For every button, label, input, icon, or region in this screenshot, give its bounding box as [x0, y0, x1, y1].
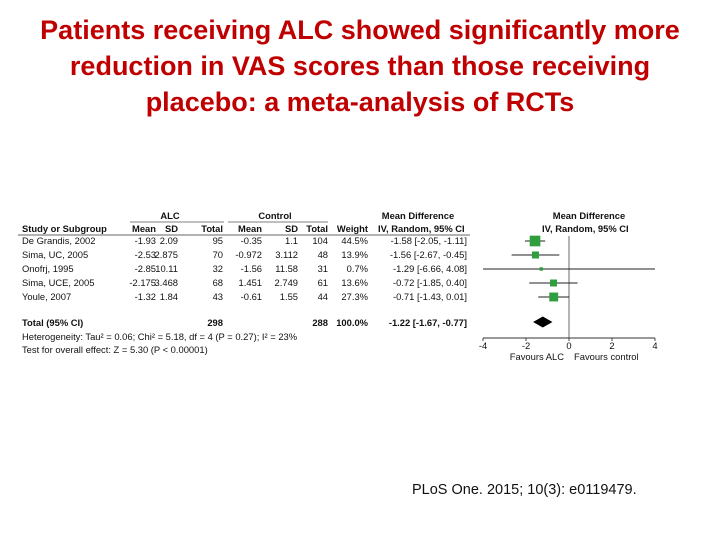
- study-value: -0.35: [241, 235, 262, 246]
- study-name: De Grandis, 2002: [22, 235, 95, 246]
- header-mean-difference: Mean Difference: [382, 210, 454, 221]
- study-weight: 0.7%: [347, 263, 368, 274]
- study-value: 1.84: [160, 291, 178, 302]
- x-tick-label: 0: [566, 340, 571, 351]
- study-value: 10.11: [155, 263, 178, 274]
- study-value: 11.58: [275, 263, 298, 274]
- study-value: -1.93: [135, 235, 156, 246]
- study-weight: 27.3%: [341, 291, 368, 302]
- total-alc: 298: [207, 317, 223, 328]
- study-value: 104: [312, 235, 328, 246]
- study-square: [529, 235, 541, 247]
- study-value: 2.875: [155, 249, 178, 260]
- colhead-ci: IV, Random, 95% CI: [378, 223, 465, 234]
- study-value: -0.972: [235, 249, 262, 260]
- colhead-2: SD: [165, 223, 178, 234]
- study-ci: -1.56 [-2.67, -0.45]: [390, 249, 467, 260]
- study-value: -0.61: [241, 291, 262, 302]
- colhead-5: SD: [285, 223, 298, 234]
- x-tick-label: -2: [522, 340, 530, 351]
- study-value: 68: [213, 277, 223, 288]
- citation: PLoS One. 2015; 10(3): e0119479.: [412, 482, 637, 498]
- study-square: [531, 251, 539, 259]
- x-tick-label: 2: [609, 340, 614, 351]
- study-square: [539, 267, 543, 271]
- x-tick-label: 4: [652, 340, 657, 351]
- study-value: 61: [318, 277, 328, 288]
- study-ci: -1.58 [-2.05, -1.11]: [391, 235, 467, 246]
- overall-effect-text: Test for overall effect: Z = 5.30 (P < 0…: [22, 344, 208, 355]
- study-value: 1.1: [285, 235, 298, 246]
- colhead-study: Study or Subgroup: [22, 223, 107, 234]
- colhead-7: Weight: [337, 223, 368, 234]
- study-name: Youle, 2007: [22, 291, 71, 302]
- study-weight: 13.6%: [341, 277, 368, 288]
- study-value: -1.56: [241, 263, 262, 274]
- study-weight: 13.9%: [341, 249, 368, 260]
- favours-left-label: Favours ALC: [510, 351, 564, 362]
- study-value: 44: [318, 291, 328, 302]
- study-value: 32: [213, 263, 223, 274]
- study-value: -2.175: [129, 277, 156, 288]
- study-value: 2.749: [275, 277, 298, 288]
- study-value: 3.112: [275, 249, 298, 260]
- colhead-1: Mean: [132, 223, 156, 234]
- colhead-4: Mean: [238, 223, 262, 234]
- favours-right-label: Favours control: [574, 351, 639, 362]
- colhead-3: Total: [201, 223, 223, 234]
- study-value: 1.55: [280, 291, 298, 302]
- study-value: 70: [213, 249, 223, 260]
- colhead-ci-graph: IV, Random, 95% CI: [542, 223, 629, 234]
- study-name: Sima, UC, 2005: [22, 249, 88, 260]
- study-value: 43: [213, 291, 223, 302]
- study-ci: -0.71 [-1.43, 0.01]: [393, 291, 467, 302]
- colhead-6: Total: [306, 223, 328, 234]
- header-control: Control: [258, 210, 291, 221]
- total-ci: -1.22 [-1.67, -0.77]: [389, 317, 467, 328]
- study-name: Sima, UCE, 2005: [22, 277, 94, 288]
- study-square: [549, 292, 559, 302]
- study-value: -1.32: [135, 291, 156, 302]
- study-square: [550, 279, 558, 287]
- total-weight: 100.0%: [336, 317, 368, 328]
- study-value: 95: [213, 235, 223, 246]
- study-value: 48: [318, 249, 328, 260]
- study-value: 1.451: [239, 277, 262, 288]
- study-value: -2.53: [135, 249, 156, 260]
- total-label: Total (95% CI): [22, 317, 83, 328]
- slide-title: Patients receiving ALC showed significan…: [40, 15, 680, 117]
- study-value: 3.468: [155, 277, 178, 288]
- study-ci: -1.29 [-6.66, 4.08]: [393, 263, 467, 274]
- study-ci: -0.72 [-1.85, 0.40]: [393, 277, 467, 288]
- total-diamond: [533, 316, 553, 328]
- study-value: -2.85: [135, 263, 156, 274]
- heterogeneity-text: Heterogeneity: Tau² = 0.06; Chi² = 5.18,…: [22, 331, 297, 342]
- study-value: 2.09: [160, 235, 178, 246]
- study-name: Onofrj, 1995: [22, 263, 74, 274]
- header-mean-difference-graph: Mean Difference: [553, 210, 625, 221]
- study-weight: 44.5%: [341, 235, 368, 246]
- study-value: 31: [318, 263, 328, 274]
- header-alc: ALC: [160, 210, 179, 221]
- x-tick-label: -4: [479, 340, 487, 351]
- total-control: 288: [312, 317, 328, 328]
